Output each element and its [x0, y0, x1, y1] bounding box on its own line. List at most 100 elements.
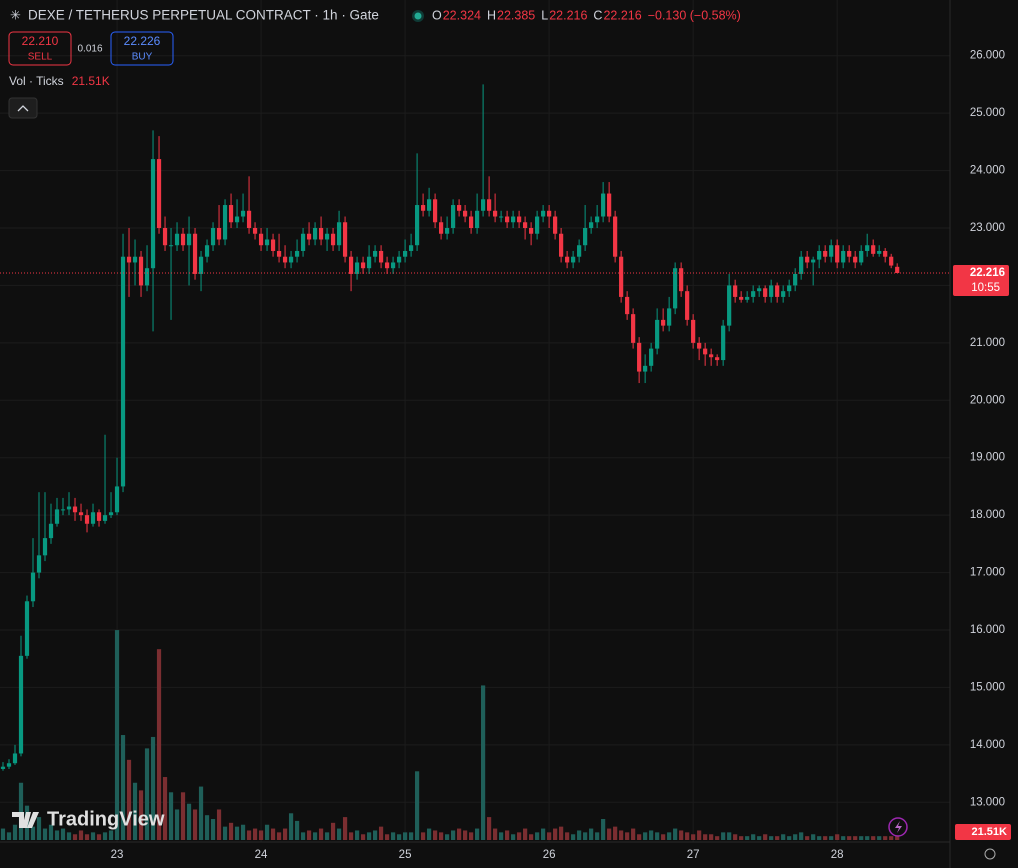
collapse-button[interactable] — [8, 97, 38, 119]
flash-bolt — [895, 821, 902, 833]
candle-body — [811, 259, 816, 263]
candle-body — [0, 766, 6, 769]
candle-body — [42, 538, 48, 556]
x-tick-label: 27 — [687, 849, 700, 861]
candle-body — [715, 357, 720, 361]
volume-bar — [186, 803, 192, 840]
volume-bar — [745, 836, 750, 840]
candle-body — [234, 216, 240, 223]
chart-title: DEXE / TETHERUS PERPETUAL CONTRACT · 1h … — [28, 8, 379, 23]
volume-bar — [282, 828, 288, 840]
candle-body — [655, 319, 660, 349]
volume-bar — [342, 817, 348, 840]
candle-body — [432, 199, 438, 223]
candle-body — [366, 256, 372, 269]
volume-bar — [150, 736, 156, 840]
volume-bar — [102, 832, 108, 840]
volume-bar — [769, 836, 774, 840]
legend-key: H — [487, 8, 496, 22]
candle-body — [372, 250, 378, 257]
buy-button[interactable] — [110, 31, 174, 66]
candle-body — [306, 233, 312, 240]
candle-body — [577, 245, 582, 257]
candle-body — [222, 205, 228, 240]
volume-bar — [156, 649, 162, 840]
volume-bar — [414, 771, 420, 840]
candle-body — [799, 256, 804, 274]
candle-body — [84, 515, 90, 524]
volume-bar — [667, 832, 672, 840]
volume-bar — [607, 828, 612, 840]
candle-body — [631, 314, 636, 343]
candle-body — [96, 512, 102, 521]
volume-bar — [601, 819, 606, 840]
candle-body — [108, 512, 114, 516]
candle-body — [402, 250, 408, 257]
candle-body — [450, 205, 456, 228]
candle-body — [30, 572, 36, 602]
candle-body — [198, 256, 204, 274]
candle-body — [90, 512, 96, 524]
sell-button[interactable] — [8, 31, 72, 66]
spread: 0.016 — [77, 44, 102, 55]
candle-body — [553, 216, 558, 234]
candle-body — [144, 268, 150, 286]
volume-bar — [829, 836, 834, 840]
candle-body — [66, 506, 72, 510]
buy-price: 22.226 — [124, 34, 161, 48]
volume-bar — [366, 832, 372, 840]
volume-bar — [859, 836, 864, 840]
volume-bar — [715, 836, 720, 840]
candle-body — [769, 285, 774, 297]
candle-body — [78, 512, 84, 516]
candle-body — [697, 342, 702, 349]
candle-body — [126, 256, 132, 263]
candle-body — [865, 245, 870, 251]
candle-body — [48, 523, 54, 539]
candle-body — [354, 262, 360, 274]
candle-body — [661, 319, 666, 326]
volume-bar — [432, 830, 438, 840]
volume-bar — [673, 828, 678, 840]
candle-body — [565, 256, 570, 263]
volume-bar — [72, 834, 78, 840]
volume-bar — [487, 817, 492, 840]
candle-body — [601, 193, 606, 217]
volume-bar — [420, 832, 426, 840]
candle-body — [360, 262, 366, 269]
candle-body — [841, 250, 846, 263]
candle-body — [613, 216, 618, 257]
candle-body — [571, 256, 576, 263]
volume-bar — [853, 836, 858, 840]
settings-icon[interactable] — [984, 848, 996, 860]
candle-body — [703, 348, 708, 355]
legend-change: −0.130 (−0.58%) — [648, 8, 741, 22]
candle-body — [895, 266, 900, 274]
volume-bar — [312, 832, 318, 840]
volume-bar — [709, 834, 714, 840]
y-tick-label: 24.000 — [970, 165, 1005, 177]
volume-bar — [96, 834, 102, 840]
candle-body — [102, 515, 108, 521]
candle-body — [114, 486, 120, 513]
candle-body — [757, 288, 762, 292]
volume-bar — [727, 832, 732, 840]
volume-bar — [661, 834, 666, 840]
candle-body — [871, 245, 876, 254]
volume-bar — [258, 830, 264, 840]
candle-body — [264, 239, 270, 246]
volume-bar — [571, 834, 576, 840]
flash-icon[interactable] — [888, 817, 908, 837]
volume-bar — [811, 834, 816, 840]
volume-bar — [444, 834, 450, 840]
volume-bar — [36, 817, 42, 840]
volume-bar — [751, 834, 756, 840]
volume-bar — [264, 824, 270, 840]
volume-bar — [535, 832, 540, 840]
volume-bar — [234, 826, 240, 840]
candle-body — [559, 233, 564, 257]
volume-last-box — [955, 824, 1011, 840]
volume-bar — [90, 832, 96, 840]
candle-body — [438, 222, 444, 234]
candle-body — [162, 228, 168, 246]
